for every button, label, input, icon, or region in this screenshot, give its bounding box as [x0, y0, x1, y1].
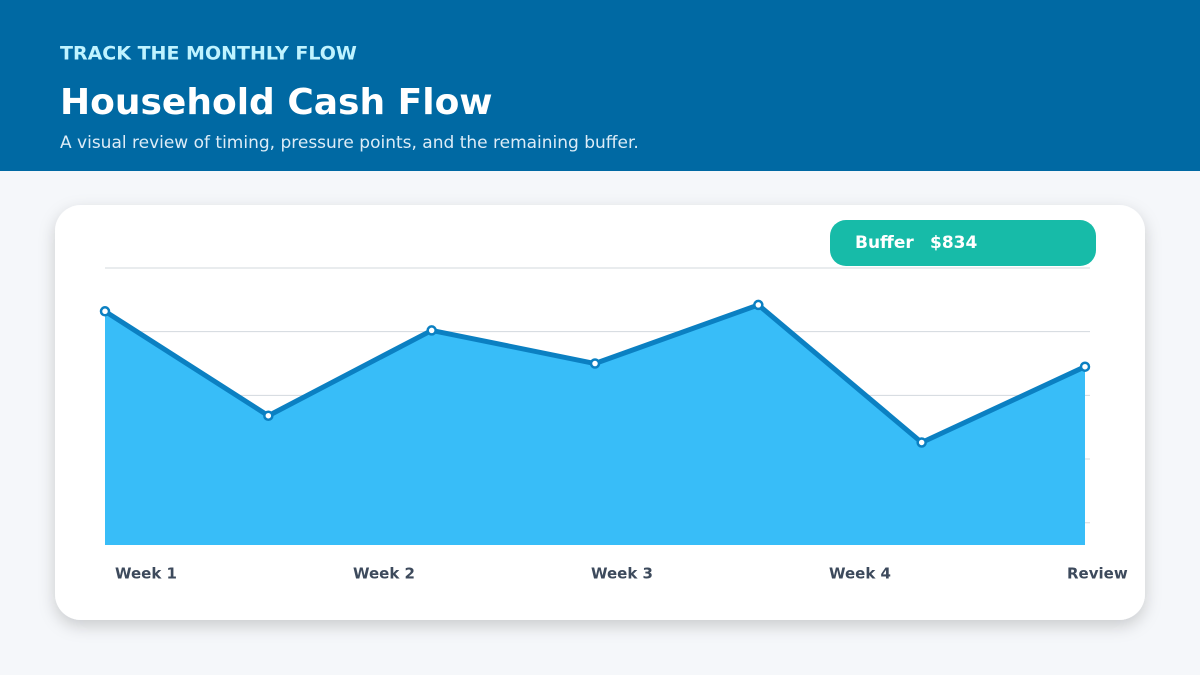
plot: Week 1 Week 2 Week 3 Week 4 Review [99, 267, 1128, 583]
x-label: Week 1 [115, 565, 177, 583]
x-label: Review [1067, 565, 1128, 583]
header-band [0, 0, 1200, 171]
badge-value: $834 [930, 233, 977, 253]
x-label: Week 4 [829, 565, 891, 583]
point [589, 358, 601, 369]
point [99, 306, 111, 317]
kicker: TRACK THE MONTHLY FLOW [60, 43, 357, 65]
x-label: Week 2 [353, 565, 415, 583]
point [263, 410, 274, 421]
point [753, 299, 764, 311]
badge [830, 220, 1096, 266]
title: Household Cash Flow [60, 82, 493, 123]
point [426, 325, 437, 336]
x-label: Week 3 [591, 565, 653, 583]
badge-label: Buffer [855, 233, 914, 253]
point [916, 437, 927, 448]
area [105, 304, 1085, 545]
subtitle: A visual review of timing, pressure poin… [60, 133, 639, 153]
point [1079, 361, 1091, 372]
